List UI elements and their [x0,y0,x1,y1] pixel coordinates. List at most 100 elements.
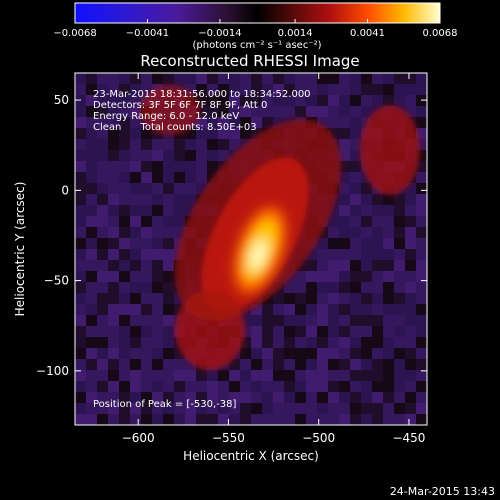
heatmap-cell [251,326,262,337]
heatmap-cell [130,161,141,172]
heatmap-cell [251,304,262,315]
heatmap-cell [284,403,295,414]
heatmap-cell [383,359,394,370]
heatmap-cell [97,403,108,414]
heatmap-cell [75,150,86,161]
heatmap-cell [174,194,185,205]
heatmap-cell [273,315,284,326]
heatmap-cell [405,359,416,370]
heatmap-cell [295,403,306,414]
y-tick-label: −100 [36,364,69,378]
heatmap-cell [372,227,383,238]
heatmap-cell [350,216,361,227]
heatmap-cell [306,359,317,370]
heatmap-cell [262,117,273,128]
heatmap-cell [75,84,86,95]
heatmap-cell [119,348,130,359]
heatmap-cell [75,106,86,117]
y-tick-label: 50 [54,93,69,107]
heatmap-cell [416,238,427,249]
heatmap-cell [229,84,240,95]
heatmap-cell [273,359,284,370]
heatmap-cell [262,326,273,337]
heatmap-cell [317,249,328,260]
heatmap-cell [218,95,229,106]
heatmap-cell [339,106,350,117]
heatmap-cell [141,293,152,304]
heatmap-cell [361,337,372,348]
heatmap-cell [339,403,350,414]
heatmap-cell [141,238,152,249]
heatmap-cell [152,249,163,260]
heatmap-cell [350,370,361,381]
heatmap-cell [383,392,394,403]
heatmap-cell [361,183,372,194]
heatmap-cell [240,359,251,370]
heatmap-cell [339,227,350,238]
heatmap-cell [141,161,152,172]
heatmap-cell [86,161,97,172]
heatmap-cell [339,359,350,370]
heatmap-cell [372,249,383,260]
heatmap-cell [163,238,174,249]
heatmap-cell [108,95,119,106]
heatmap-cell [196,106,207,117]
heatmap-cell [240,348,251,359]
heatmap-cell [306,271,317,282]
heatmap-cell [130,359,141,370]
heatmap-cell [416,216,427,227]
heatmap-cell [416,194,427,205]
heatmap-cell [306,403,317,414]
heatmap-cell [273,84,284,95]
heatmap-cell [405,271,416,282]
heatmap-cell [130,392,141,403]
heatmap-cell [284,304,295,315]
heatmap-cell [97,150,108,161]
heatmap-cell [86,293,97,304]
heatmap-cell [405,205,416,216]
heatmap-cell [317,392,328,403]
heatmap-cell [97,128,108,139]
heatmap-cell [119,359,130,370]
heatmap-cell [130,304,141,315]
heatmap-cell [306,95,317,106]
heatmap-cell [383,414,394,425]
heatmap-cell [97,392,108,403]
heatmap-cell [416,183,427,194]
heatmap-cell [218,403,229,414]
heatmap-cell [174,183,185,194]
heatmap-cell [405,95,416,106]
heatmap-cell [295,359,306,370]
heatmap-cell [328,414,339,425]
heatmap-cell [75,370,86,381]
heatmap-cell [405,293,416,304]
heatmap-cell [108,282,119,293]
heatmap-cell [86,337,97,348]
heatmap-cell [174,227,185,238]
heatmap-cell [240,117,251,128]
heatmap-cell [416,293,427,304]
heatmap-cell [229,414,240,425]
heatmap-cell [218,73,229,84]
heatmap-cell [273,370,284,381]
heatmap-cell [328,326,339,337]
heatmap-cell [240,73,251,84]
heatmap-cell [306,370,317,381]
emission-lobe-south [175,290,245,370]
heatmap-cell [350,227,361,238]
heatmap-cell [152,348,163,359]
heatmap-cell [174,161,185,172]
heatmap-cell [405,194,416,205]
heatmap-cell [284,293,295,304]
heatmap-cell [229,392,240,403]
heatmap-cell [306,315,317,326]
heatmap-cell [394,282,405,293]
heatmap-cell [130,249,141,260]
heatmap-cell [75,194,86,205]
heatmap-cell [372,337,383,348]
heatmap-cell [174,205,185,216]
heatmap-cell [97,326,108,337]
heatmap-cell [130,370,141,381]
heatmap-cell [75,381,86,392]
heatmap-cell [196,139,207,150]
